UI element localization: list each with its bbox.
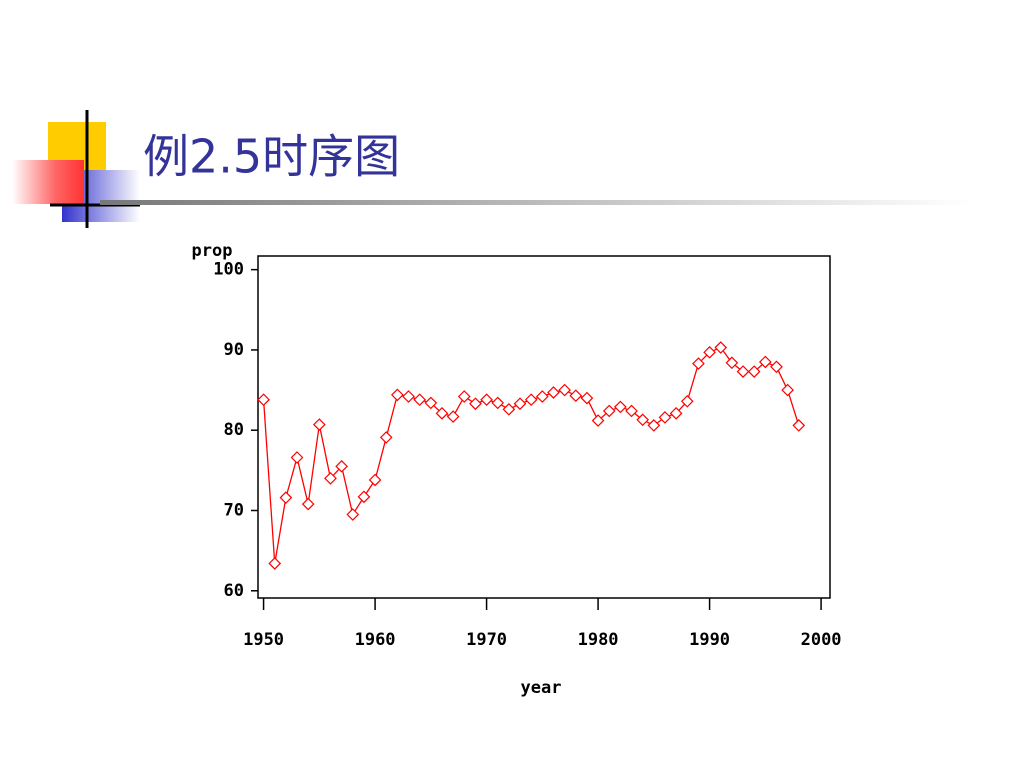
data-point [446,410,460,423]
data-point [725,356,739,370]
y-axis-label: prop [192,241,233,261]
x-tick-label: 1990 [689,630,730,650]
data-point [602,404,616,418]
data-line [262,346,800,564]
x-tick-label: 1970 [466,630,507,650]
data-point [435,407,449,420]
data-point [290,451,304,464]
data-point [502,402,516,416]
x-tick-label: 1960 [355,630,396,650]
data-point [312,418,326,431]
data-point [569,389,583,403]
data-point [524,393,538,407]
data-point [457,390,471,403]
data-point [792,419,806,432]
y-tick-label: 100 [213,260,244,280]
data-point [692,357,705,370]
data-point [391,388,404,402]
y-tick-label: 90 [224,340,244,360]
data-point [781,383,794,397]
data-point [335,459,348,473]
data-point [257,393,270,407]
data-point [413,393,427,407]
decoration [12,110,970,228]
data-point [658,411,672,424]
data-point [480,393,493,407]
data-point [714,341,728,354]
data-point [758,355,772,369]
data-point [513,397,527,411]
x-tick-label: 1950 [243,630,284,650]
x-tick-label: 1980 [578,630,619,650]
plot-frame [257,255,831,599]
data-point [591,414,605,427]
data-point [680,394,694,408]
slide-title: 例2.5时序图 [143,130,400,184]
data-point [424,396,438,410]
data-point [580,391,594,405]
data-point [279,491,293,504]
data-point [379,431,393,444]
data-point [669,407,683,420]
y-tick-label: 80 [224,420,244,440]
x-tick-label: 2000 [801,630,842,650]
data-point [268,557,282,570]
data-point [703,345,716,359]
data-point [558,383,571,397]
data-point [368,473,382,487]
data-point [357,490,371,504]
y-tick-label: 60 [224,581,244,601]
data-point [770,360,783,374]
data-point [324,472,337,485]
y-tick-label: 70 [224,500,244,520]
data-point [636,413,650,427]
data-point [301,497,315,511]
data-point [614,400,627,414]
data-point [547,386,560,399]
data-point [491,396,505,410]
data-point [346,508,360,521]
data-point [647,419,661,432]
data-point [535,390,549,403]
data-point [747,365,761,378]
data-point [736,365,750,378]
x-axis-label: year [521,678,562,698]
data-point [402,390,415,403]
data-point [469,397,482,411]
data-point [625,404,638,418]
